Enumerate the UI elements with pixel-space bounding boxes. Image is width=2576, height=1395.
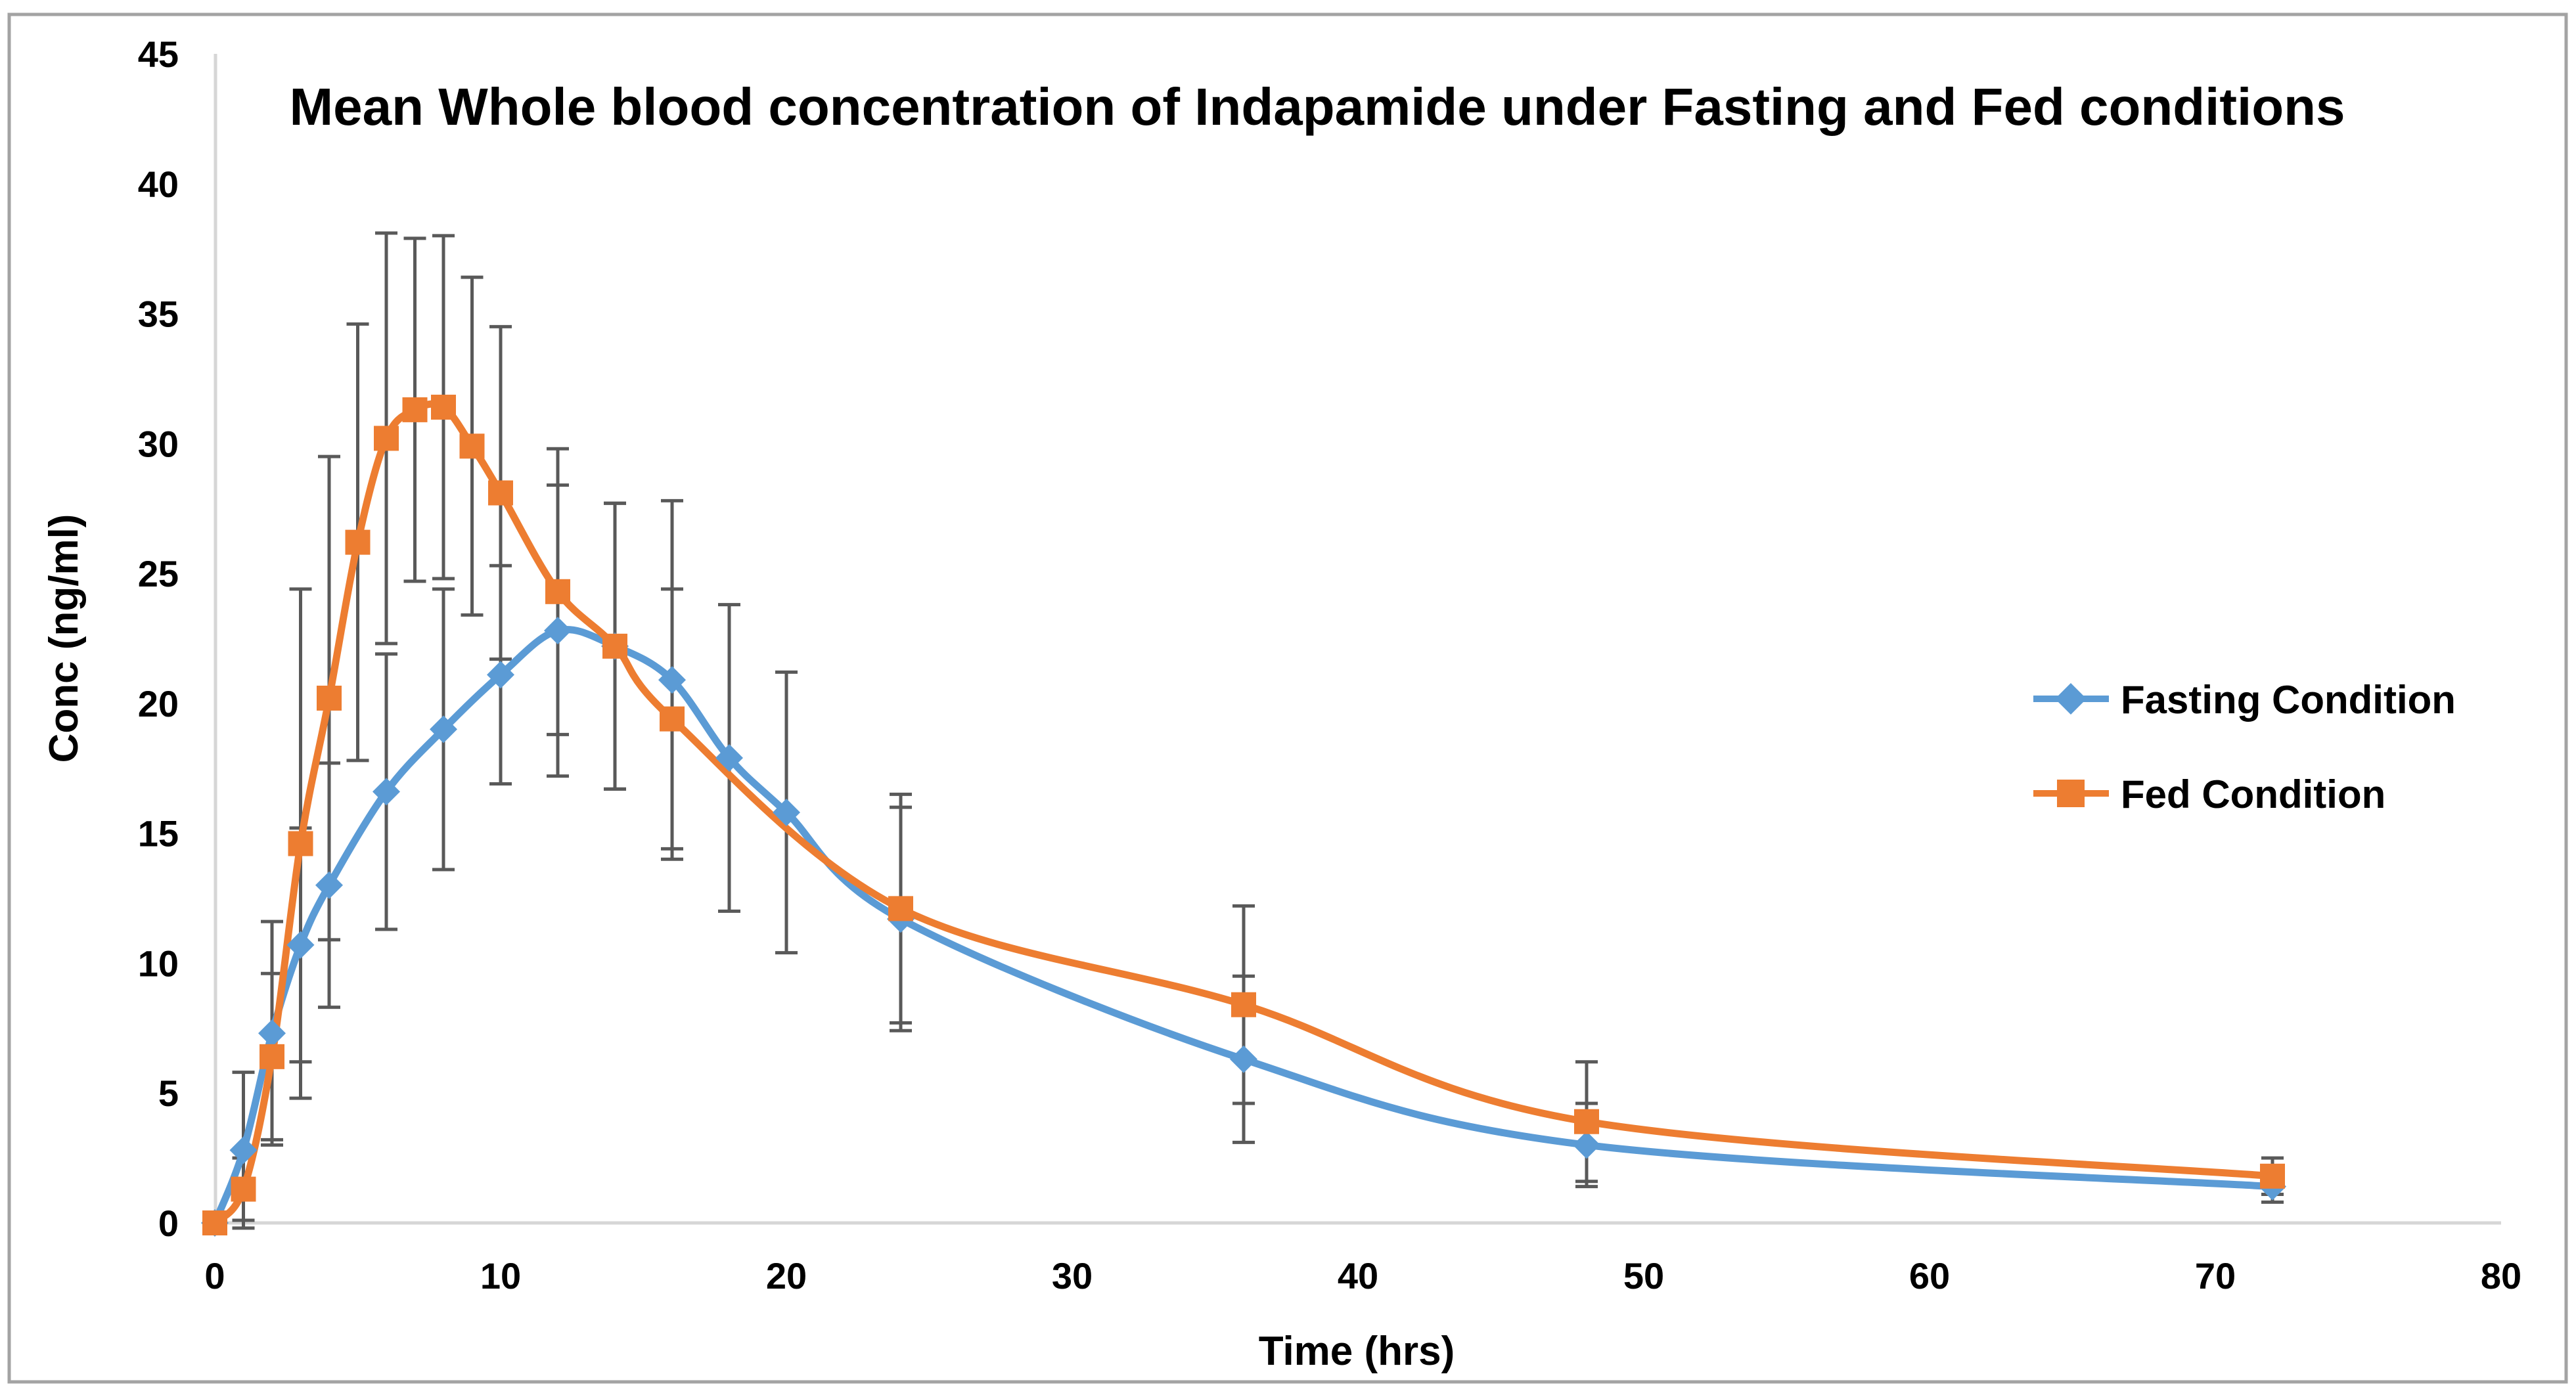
x-axis-title: Time (hrs) (1259, 1329, 1455, 1374)
x-tick-label: 0 (204, 1255, 225, 1296)
fasting-data-point (544, 617, 572, 645)
fasting-data-point (286, 931, 315, 959)
fasting-data-point (715, 743, 743, 772)
fasting-data-point (229, 1136, 258, 1164)
fed-data-point (402, 397, 428, 422)
fed-data-point (545, 579, 570, 604)
y-tick-label: 30 (138, 423, 179, 464)
fasting-data-point (373, 778, 400, 806)
fed-data-point (1574, 1109, 1599, 1134)
fasting-legend-label: Fasting Condition (2121, 678, 2456, 722)
x-tick-label: 70 (2195, 1255, 2236, 1296)
fasting-data-point (1573, 1131, 1600, 1159)
legend: Fasting Condition Fed Condition (2033, 678, 2456, 816)
fasting-data-point (773, 799, 800, 827)
y-tick-label: 35 (138, 294, 179, 335)
fed-data-point (260, 1044, 284, 1069)
y-tick-label: 20 (138, 683, 179, 724)
fed-data-point (2260, 1163, 2285, 1189)
fasting-data-point (315, 871, 343, 899)
x-tick-label: 10 (480, 1255, 521, 1296)
fed-data-point (202, 1210, 227, 1235)
fed-data-point (488, 480, 513, 506)
y-axis-title: Conc (ng/ml) (41, 514, 87, 763)
fed-data-point (431, 394, 456, 420)
fed-data-point (660, 706, 685, 732)
axes: 0 10 20 30 40 50 60 70 80 0 5 10 15 20 25 30 35 40 45 (138, 33, 2521, 1296)
fed-legend-label: Fed Condition (2121, 772, 2385, 816)
fed-data-point (317, 685, 342, 711)
x-tick-label: 50 (1623, 1255, 1664, 1296)
y-tick-label: 25 (138, 553, 179, 594)
fed-data-point (459, 433, 485, 459)
y-tick-label: 10 (138, 942, 179, 984)
y-tick-label: 45 (138, 33, 179, 75)
x-tick-label: 60 (1909, 1255, 1950, 1296)
fed-data-point (888, 896, 913, 921)
fed-data-point (1231, 992, 1256, 1017)
fed-data-point (602, 633, 627, 659)
fasting-diamond-icon (2055, 683, 2087, 715)
fed-data-point (288, 831, 313, 856)
legend-entry-fed: Fed Condition (2033, 772, 2385, 816)
y-tick-label: 5 (158, 1073, 179, 1114)
fasting-data-point (487, 661, 514, 689)
x-tick-label: 30 (1052, 1255, 1093, 1296)
x-tick-label: 40 (1338, 1255, 1378, 1296)
fed-data-point (231, 1176, 256, 1202)
y-tick-label: 15 (138, 813, 179, 854)
fasting-data-point (258, 1019, 286, 1048)
fasting-data-point (658, 666, 686, 694)
x-tick-label: 20 (766, 1255, 807, 1296)
y-tick-label: 0 (158, 1203, 179, 1244)
fasting-data-point (1230, 1045, 1257, 1073)
legend-entry-fasting: Fasting Condition (2033, 678, 2456, 722)
series-markers (201, 394, 2286, 1237)
fasting-data-point (430, 715, 457, 743)
fed-data-point (345, 529, 371, 555)
chart-border (7, 12, 2568, 1384)
fed-square-icon (2057, 780, 2085, 807)
fed-data-point (374, 426, 399, 451)
x-tick-label: 80 (2481, 1255, 2521, 1296)
chart-title: Mean Whole blood concentration of Indapa… (290, 78, 2345, 136)
y-tick-label: 40 (138, 164, 179, 205)
